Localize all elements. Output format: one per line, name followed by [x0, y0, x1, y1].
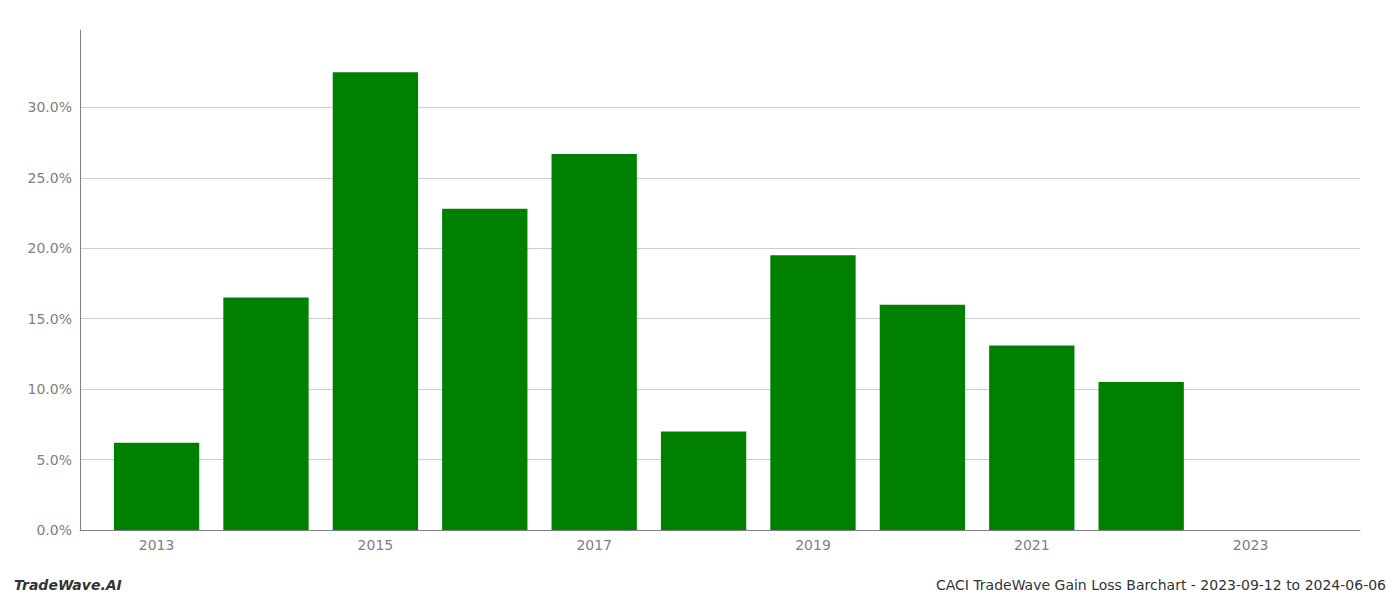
svg-text:TradeWave.AI: TradeWave.AI — [14, 577, 122, 593]
svg-text:30.0%: 30.0% — [28, 99, 72, 115]
svg-text:5.0%: 5.0% — [36, 452, 72, 468]
svg-text:20.0%: 20.0% — [28, 240, 72, 256]
svg-text:2019: 2019 — [795, 537, 831, 553]
svg-text:CACI TradeWave Gain Loss Barch: CACI TradeWave Gain Loss Barchart - 2023… — [936, 577, 1386, 593]
svg-text:2013: 2013 — [139, 537, 175, 553]
svg-text:2015: 2015 — [358, 537, 394, 553]
svg-text:15.0%: 15.0% — [28, 311, 72, 327]
svg-text:2023: 2023 — [1233, 537, 1269, 553]
svg-text:2021: 2021 — [1014, 537, 1050, 553]
svg-text:25.0%: 25.0% — [28, 170, 72, 186]
svg-text:0.0%: 0.0% — [36, 522, 72, 538]
svg-text:2017: 2017 — [576, 537, 612, 553]
svg-text:10.0%: 10.0% — [28, 381, 72, 397]
